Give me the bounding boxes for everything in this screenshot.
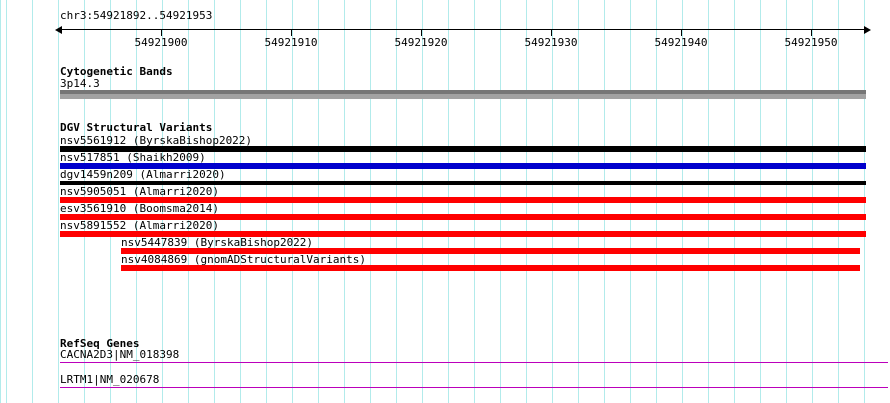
variant-bar[interactable] (121, 265, 860, 271)
ruler-tick-label: 54921930 (524, 36, 578, 49)
gene-label: CACNA2D3|NM_018398 (60, 348, 180, 361)
variant-bar[interactable] (60, 146, 866, 152)
ruler-tick-label: 54921950 (784, 36, 838, 49)
gene-line[interactable] (60, 362, 888, 363)
cytobands-track-title: Cytogenetic Bands (60, 65, 173, 78)
ruler-tick-label: 54921920 (394, 36, 448, 49)
ruler-arrow-left-icon (55, 26, 62, 34)
variant-bar[interactable] (60, 163, 866, 169)
variant-label: nsv4084869 (gnomADStructuralVariants) (121, 253, 367, 266)
variant-bar[interactable] (60, 214, 866, 220)
variant-label: nsv517851 (Shaikh2009) (60, 151, 206, 164)
ruler-tick (291, 30, 292, 36)
region-label: chr3:54921892..54921953 (60, 9, 213, 22)
cytoband-label: 3p14.3 (60, 77, 100, 90)
ruler-tick-label: 54921910 (264, 36, 318, 49)
variant-label: nsv5905051 (Almarri2020) (60, 185, 219, 198)
dgv-track-title: DGV Structural Variants (60, 121, 213, 134)
variant-bar[interactable] (60, 197, 866, 203)
ruler-tick (811, 30, 812, 36)
ruler-line (60, 29, 866, 30)
gene-line[interactable] (60, 387, 888, 388)
variant-label: nsv5447839 (ByrskaBishop2022) (121, 236, 314, 249)
variant-label: nsv5561912 (ByrskaBishop2022) (60, 134, 253, 147)
ruler-tick (421, 30, 422, 36)
ruler-tick (161, 30, 162, 36)
ruler-tick-label: 54921900 (134, 36, 188, 49)
refseq-track-title: RefSeq Genes (60, 337, 140, 350)
cytoband-bar[interactable] (60, 90, 866, 99)
gene-label: LRTM1|NM_020678 (60, 373, 160, 386)
variant-label: dgv1459n209 (Almarri2020) (60, 168, 226, 181)
variant-label: nsv5891552 (Almarri2020) (60, 219, 219, 232)
ruler-tick (681, 30, 682, 36)
ruler-arrow-right-icon (864, 26, 871, 34)
ruler-tick (551, 30, 552, 36)
ruler-tick-label: 54921940 (654, 36, 708, 49)
variant-bar[interactable] (121, 248, 860, 254)
variant-label: esv3561910 (Boomsma2014) (60, 202, 219, 215)
variant-bar[interactable] (60, 181, 866, 185)
variant-bar[interactable] (60, 231, 866, 237)
